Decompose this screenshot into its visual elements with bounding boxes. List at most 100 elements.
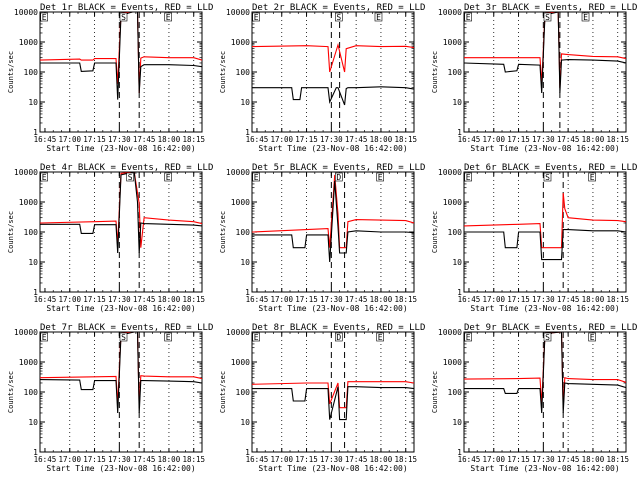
x-tick-label: 16:45 [246, 295, 269, 304]
y-tick-label: 10 [240, 98, 250, 107]
interval-marker-label: S [545, 333, 550, 342]
interval-marker-box [119, 12, 128, 22]
x-tick-label: 17:15 [507, 295, 530, 304]
y-tick-label: 10 [240, 258, 250, 267]
events-series-line [464, 12, 626, 94]
y-tick-label: 10 [28, 258, 38, 267]
x-axis-label: Start Time (23-Nov-08 16:42:00) [46, 304, 195, 313]
interval-marker-label: E [166, 13, 171, 22]
x-tick-label: 17:15 [507, 455, 530, 464]
interval-marker-label: E [254, 13, 259, 22]
chart-panel-2: Det 2r BLACK = Events, RED = LLD 1 10 100 10… [219, 3, 425, 153]
interval-marker-label: E [42, 13, 47, 22]
chart-title: Det 6r BLACK = Events, RED = LLD [464, 163, 637, 173]
x-tick-label: 18:00 [582, 455, 605, 464]
y-tick-label: 10000 [226, 8, 250, 17]
chart-title: Det 4r BLACK = Events, RED = LLD [40, 163, 213, 173]
chart-title: Det 9r BLACK = Events, RED = LLD [464, 323, 637, 333]
y-tick-label: 100 [448, 228, 463, 237]
interval-marker-label: E [466, 173, 471, 182]
y-axis-label: Counts/sec [431, 371, 439, 413]
x-tick-label: 18:15 [394, 295, 417, 304]
y-tick-label: 10000 [14, 328, 38, 337]
x-tick-label: 18:00 [370, 295, 393, 304]
interval-marker-label: S [545, 173, 550, 182]
x-tick-label: 17:45 [345, 295, 368, 304]
x-tick-label: 17:45 [345, 135, 368, 144]
x-tick-label: 16:45 [458, 295, 481, 304]
x-tick-label: 17:00 [58, 295, 81, 304]
y-tick-label: 100 [448, 388, 463, 397]
interval-marker-label: S [545, 13, 550, 22]
y-tick-label: 1000 [231, 198, 250, 207]
x-tick-label: 17:30 [320, 455, 343, 464]
interval-marker-label: E [378, 173, 383, 182]
x-tick-label: 17:30 [532, 455, 555, 464]
events-series-line [40, 12, 202, 100]
lld-series-line [40, 172, 202, 248]
lld-series-line [40, 332, 202, 408]
x-tick-label: 17:30 [108, 295, 131, 304]
interval-marker-label: D [336, 333, 341, 342]
lld-series-line [464, 192, 626, 249]
x-tick-label: 17:00 [58, 135, 81, 144]
y-axis-label: Counts/sec [431, 51, 439, 93]
interval-marker-box [164, 172, 172, 182]
x-tick-label: 18:15 [182, 455, 205, 464]
x-tick-label: 18:00 [370, 455, 393, 464]
x-axis-label: Start Time (23-Nov-08 16:42:00) [470, 144, 619, 153]
y-tick-label: 100 [236, 228, 251, 237]
interval-marker-box [543, 12, 552, 22]
events-series-line [464, 229, 626, 261]
x-tick-label: 17:30 [532, 135, 555, 144]
interval-marker-label: E [166, 173, 171, 182]
interval-marker-box [464, 12, 472, 22]
y-tick-label: 100 [24, 68, 39, 77]
y-tick-label: 10000 [14, 168, 38, 177]
x-tick-label: 18:15 [606, 455, 629, 464]
interval-marker-label: S [336, 13, 341, 22]
events-series-line [40, 332, 202, 414]
interval-marker-box [126, 172, 134, 182]
x-tick-label: 17:30 [108, 135, 131, 144]
y-axis-label: Counts/sec [219, 371, 227, 413]
y-tick-label: 10 [452, 418, 462, 427]
y-tick-label: 1 [33, 128, 38, 137]
chart-title: Det 5r BLACK = Events, RED = LLD [252, 163, 425, 173]
x-tick-label: 17:15 [295, 135, 318, 144]
x-tick-label: 17:00 [58, 455, 81, 464]
y-tick-label: 10000 [226, 328, 250, 337]
x-tick-label: 17:15 [83, 135, 106, 144]
interval-marker-box [252, 172, 260, 182]
interval-marker-box [164, 332, 172, 342]
x-tick-label: 18:15 [182, 295, 205, 304]
interval-marker-box [464, 332, 472, 342]
y-tick-label: 10 [452, 258, 462, 267]
x-axis-label: Start Time (23-Nov-08 16:42:00) [46, 464, 195, 473]
y-tick-label: 10 [452, 98, 462, 107]
chart-panel-3: Det 3r BLACK = Events, RED = LLD 1 10 100 10… [431, 3, 637, 153]
interval-marker-box [376, 332, 384, 342]
y-tick-label: 10 [28, 418, 38, 427]
lld-series-line [252, 381, 414, 409]
y-tick-label: 10000 [14, 8, 38, 17]
x-tick-label: 16:45 [246, 455, 269, 464]
y-tick-label: 100 [24, 228, 39, 237]
y-tick-label: 1000 [231, 358, 250, 367]
x-tick-label: 17:30 [108, 455, 131, 464]
x-tick-label: 18:15 [606, 135, 629, 144]
y-tick-label: 1000 [443, 198, 462, 207]
y-tick-label: 1 [245, 288, 250, 297]
chart-panel-1: Det 1r BLACK = Events, RED = LLD 1 10 100 10… [7, 3, 213, 153]
x-axis-label: Start Time (23-Nov-08 16:42:00) [258, 304, 407, 313]
y-tick-label: 1 [245, 448, 250, 457]
interval-marker-box [464, 172, 472, 182]
y-axis-label: Counts/sec [219, 51, 227, 93]
chart-title: Det 1r BLACK = Events, RED = LLD [40, 3, 213, 13]
x-tick-label: 18:15 [394, 455, 417, 464]
y-tick-label: 100 [24, 388, 39, 397]
y-tick-label: 1000 [19, 38, 38, 47]
x-tick-label: 18:00 [582, 295, 605, 304]
interval-marker-box [40, 172, 48, 182]
